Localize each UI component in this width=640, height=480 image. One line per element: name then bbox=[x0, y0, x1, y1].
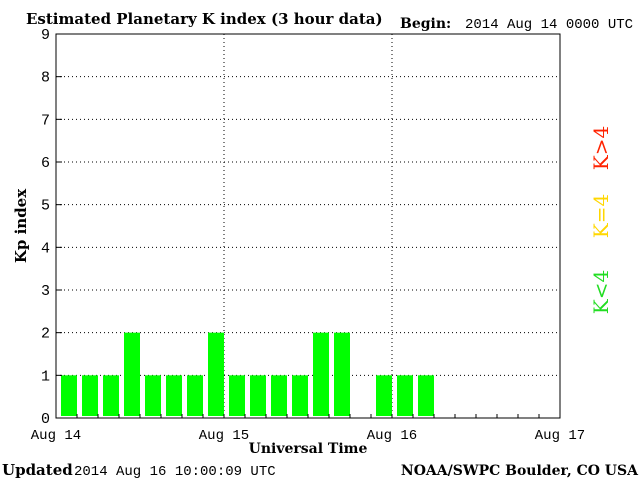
kp-bar bbox=[334, 332, 350, 416]
legend-k-above-4: K>4 bbox=[589, 126, 613, 170]
begin-label: Begin: bbox=[400, 16, 451, 32]
chart-title: Estimated Planetary K index (3 hour data… bbox=[26, 10, 383, 28]
legend-k-below-4: K<4 bbox=[589, 270, 613, 314]
x-axis-ticks: Aug 14 Aug 15 Aug 16 Aug 17 bbox=[31, 414, 585, 444]
kp-bar bbox=[103, 375, 119, 416]
kp-bar bbox=[145, 375, 161, 416]
x-tick-label: Aug 15 bbox=[199, 428, 249, 444]
kp-bar bbox=[250, 375, 266, 416]
kp-bar bbox=[61, 375, 77, 416]
kp-bar bbox=[166, 375, 182, 416]
kp-bar bbox=[376, 375, 392, 416]
y-tick-label: 9 bbox=[41, 27, 50, 44]
y-tick-label: 2 bbox=[41, 326, 50, 343]
kp-bar bbox=[292, 375, 308, 416]
y-tick-label: 3 bbox=[41, 283, 50, 300]
begin-value: 2014 Aug 14 0000 UTC bbox=[465, 17, 633, 33]
legend-k-equal-4: K=4 bbox=[589, 194, 613, 238]
bar-series bbox=[61, 332, 434, 416]
y-tick-label: 0 bbox=[41, 411, 50, 428]
footer-credit: NOAA/SWPC Boulder, CO USA bbox=[401, 463, 639, 479]
y-axis-label: Kp index bbox=[12, 188, 30, 263]
kp-bar bbox=[124, 332, 140, 416]
x-tick-label: Aug 14 bbox=[31, 428, 81, 444]
kp-bar bbox=[418, 375, 434, 416]
y-tick-label: 5 bbox=[41, 198, 50, 215]
updated-label: Updated bbox=[2, 461, 73, 479]
kp-bar bbox=[271, 375, 287, 416]
y-tick-label: 1 bbox=[41, 368, 50, 385]
y-tick-label: 4 bbox=[41, 240, 50, 257]
kp-bar bbox=[229, 375, 245, 416]
x-axis-label: Universal Time bbox=[249, 441, 368, 457]
y-axis-ticks: 0 1 2 3 4 5 6 7 8 9 bbox=[41, 27, 62, 428]
x-tick-label: Aug 16 bbox=[367, 428, 417, 444]
y-tick-label: 8 bbox=[41, 70, 50, 87]
kp-bar bbox=[313, 332, 329, 416]
kp-bar bbox=[208, 332, 224, 416]
kp-bar bbox=[187, 375, 203, 416]
kp-bar bbox=[82, 375, 98, 416]
kp-bar bbox=[397, 375, 413, 416]
x-tick-label: Aug 17 bbox=[535, 428, 585, 444]
y-tick-label: 7 bbox=[41, 112, 50, 129]
updated-value: 2014 Aug 16 10:00:09 UTC bbox=[74, 464, 276, 480]
y-tick-label: 6 bbox=[41, 155, 50, 172]
